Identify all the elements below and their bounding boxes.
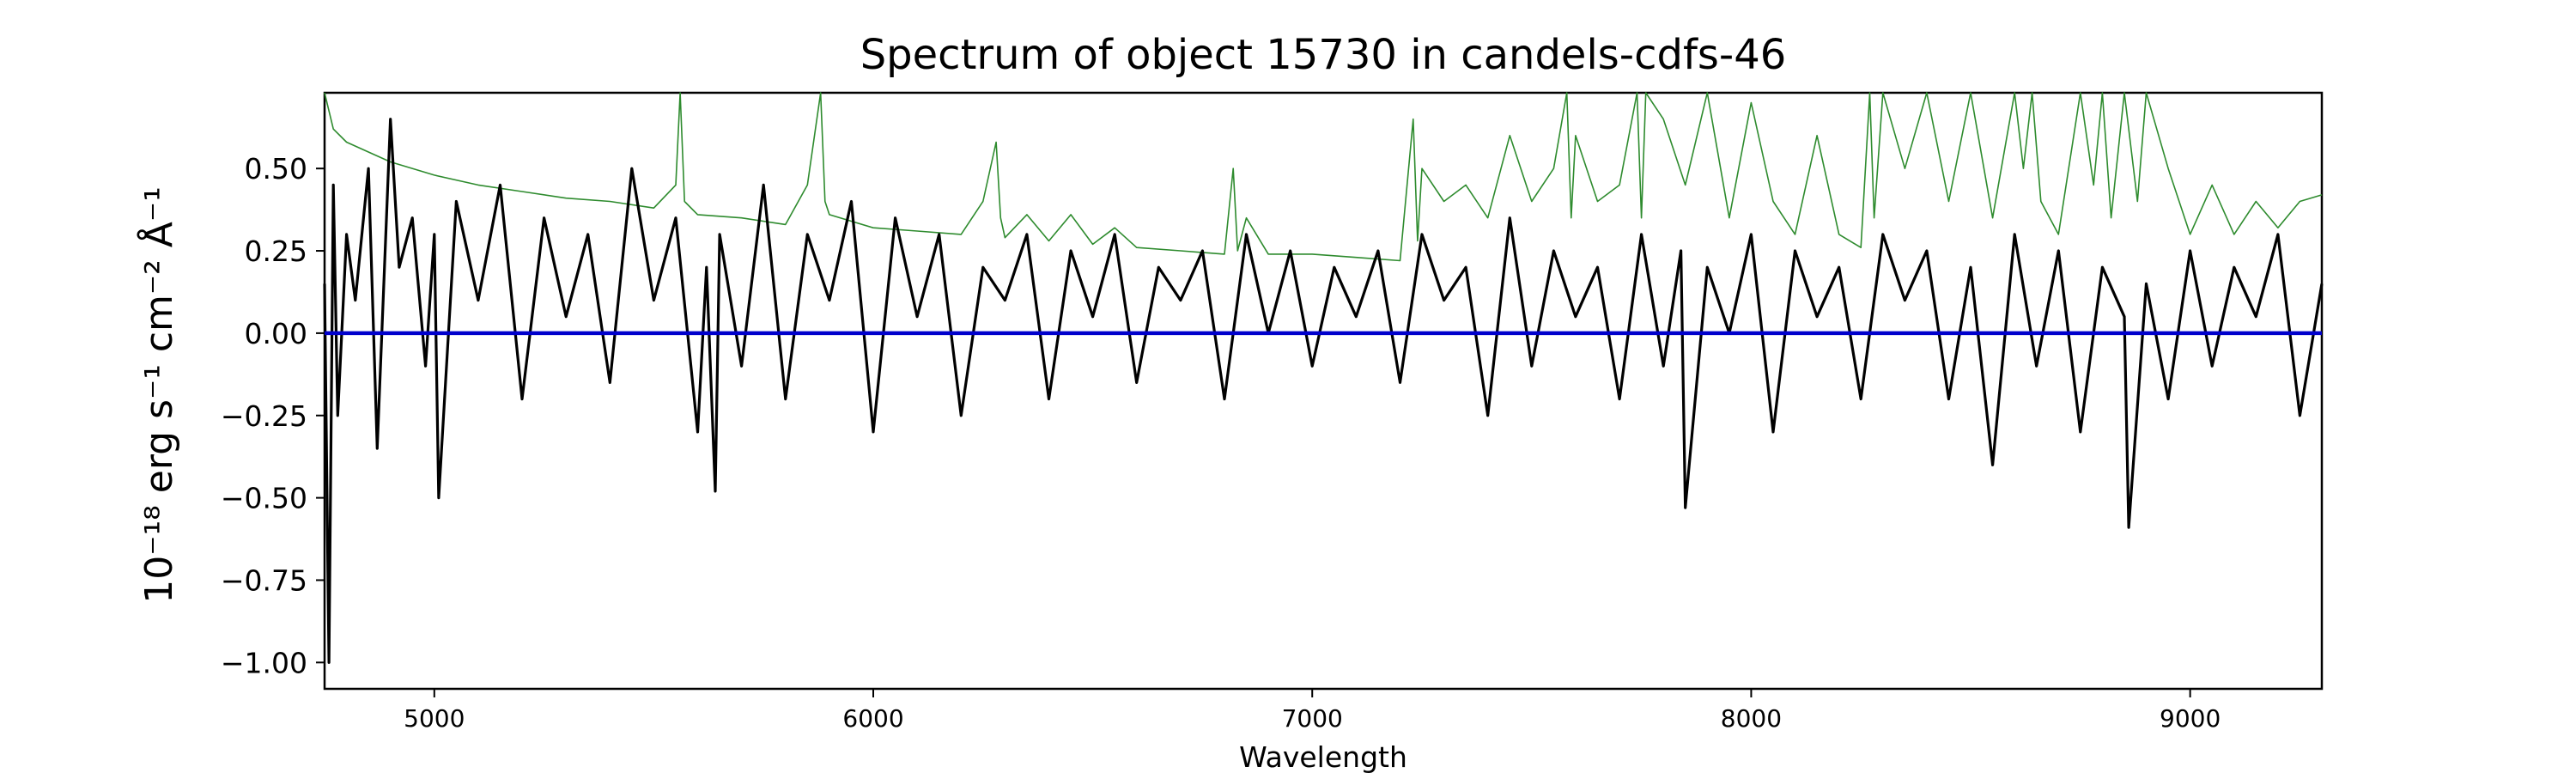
y-tick-label: −0.75 <box>221 563 307 597</box>
x-axis-ticks: 5000 6000 7000 8000 9000 <box>404 689 2221 733</box>
plot-area <box>323 91 2324 691</box>
plot-frame <box>323 91 2324 691</box>
y-tick-label: −1.00 <box>221 646 307 679</box>
y-tick-label: −0.50 <box>221 482 307 515</box>
x-tick-label: 9000 <box>2160 704 2221 733</box>
series-layer <box>323 92 2324 664</box>
y-tick-label: −0.25 <box>221 399 307 433</box>
x-tick-label: 6000 <box>842 704 903 733</box>
y-tick-label: 0.25 <box>245 234 307 268</box>
noise-series-line <box>324 92 2323 262</box>
chart-title: Spectrum of object 15730 in candels-cdfs… <box>860 31 1787 79</box>
y-axis-ticks: −1.00 −0.75 −0.50 −0.25 0.00 0.25 0.50 <box>221 152 325 679</box>
x-axis-label: Wavelength <box>1239 740 1407 773</box>
x-tick-label: 7000 <box>1282 704 1343 733</box>
y-axis-label: 10⁻¹⁸ erg s⁻¹ cm⁻² Å⁻¹ <box>136 186 181 603</box>
x-tick-label: 5000 <box>404 704 465 733</box>
y-tick-label: 0.50 <box>245 152 307 186</box>
y-tick-label: 0.00 <box>245 317 307 350</box>
flux-series-line <box>323 118 2324 664</box>
x-tick-label: 8000 <box>1721 704 1782 733</box>
